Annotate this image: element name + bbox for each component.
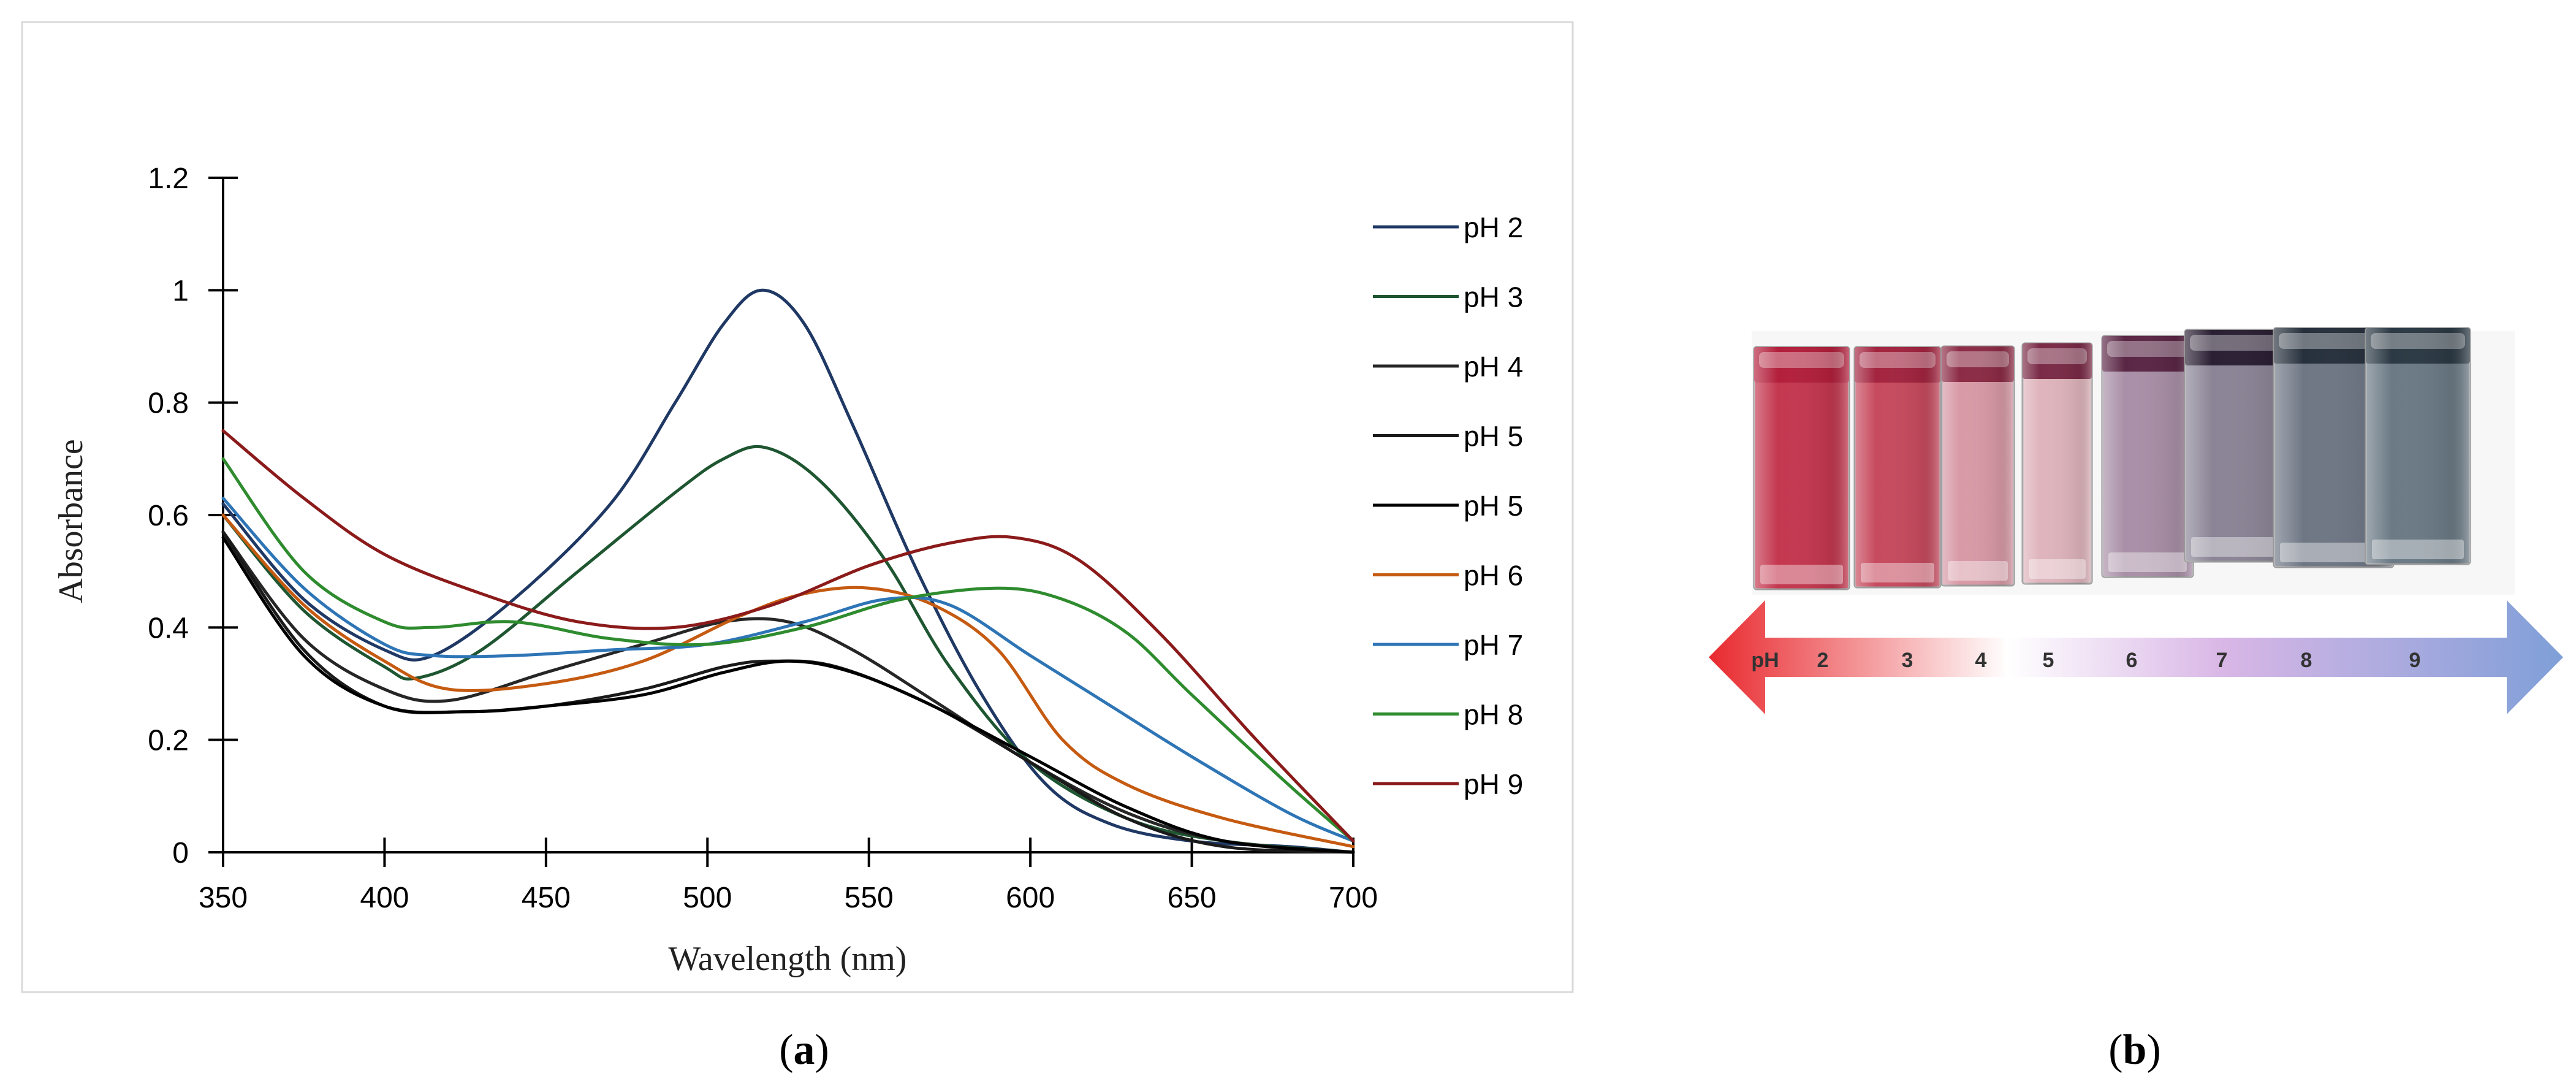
y-tick-label: 0.4 (148, 612, 189, 644)
arrow-ph-value: 7 (2216, 649, 2228, 672)
series-line (221, 445, 1355, 854)
ph-arrow-labels: pH 2 3 4 5 6 7 8 9 (1751, 649, 2420, 672)
cuvette-glass (1855, 347, 1940, 587)
panel-b-caption: (b) (2108, 1026, 2161, 1074)
arrow-ph-value: 2 (1817, 649, 1829, 672)
cuvette-base (1760, 565, 1843, 584)
arrow-ph-value: 8 (2301, 649, 2312, 672)
x-tick-label: 550 (845, 882, 894, 914)
x-tick-label: 450 (522, 882, 571, 914)
chart-legend: pH 2 pH 3 pH 4 pH 5 pH 5 pH 6 pH 7 pH 8 pH 9 (1373, 212, 1523, 800)
cuvette (2184, 329, 2295, 563)
chart-series (221, 288, 1355, 854)
legend-entry: pH 3 (1464, 281, 1523, 313)
x-tick-label: 600 (1006, 882, 1055, 914)
chart-axes: 0 0.2 0.4 0.6 0.8 1 1.2 350 400 450 500 550 600 650 70… (148, 162, 1378, 914)
chart-frame (21, 21, 1574, 993)
legend-entry: pH 2 (1464, 212, 1523, 243)
panel-a-caption: (a) (779, 1026, 829, 1074)
arrow-ph-value: 5 (2043, 649, 2054, 672)
x-tick-label: 500 (683, 882, 732, 914)
x-tick-label: 400 (360, 882, 409, 914)
legend-entry: pH 9 (1464, 768, 1523, 800)
x-tick-label: 700 (1329, 882, 1378, 914)
cuvette-base (2372, 540, 2464, 559)
x-axis-label: Wavelength (nm) (669, 940, 907, 978)
cuvette (2273, 327, 2395, 568)
cuvette-base (1948, 561, 2008, 581)
x-tick-label: 650 (1168, 882, 1217, 914)
panel-a: 0 0.2 0.4 0.6 0.8 1 1.2 350 400 450 500 550 600 650 70… (21, 21, 1574, 1074)
y-axis-label: Absorbance (52, 439, 90, 603)
cuvette-glass (2023, 343, 2092, 584)
panel-b: pH 2 3 4 5 6 7 8 9 (b) (1709, 327, 2563, 1074)
cuvette-row (1753, 327, 2471, 590)
legend-entry: pH 4 (1464, 351, 1523, 383)
series-line (221, 536, 1355, 854)
cuvette-base (2191, 537, 2288, 557)
y-tick-label: 0.8 (148, 388, 189, 420)
cuvette-glass (1942, 346, 2014, 586)
legend-entry: pH 6 (1464, 560, 1523, 592)
ph-arrow (1709, 600, 2563, 714)
series-line (221, 497, 1355, 843)
arrow-ph-value: 4 (1975, 649, 1987, 672)
cuvette-base (2280, 543, 2387, 562)
y-tick-label: 0.2 (148, 725, 189, 757)
arrow-ph-value: 9 (2409, 649, 2421, 672)
legend-entry: pH 8 (1464, 699, 1523, 731)
cuvette-glass (2185, 330, 2294, 562)
arrow-ph-value: 6 (2126, 649, 2138, 672)
cuvette (2021, 342, 2093, 585)
x-tick-label: 350 (199, 882, 248, 914)
cuvette-glass (2274, 328, 2393, 567)
cuvette-glass (2366, 328, 2470, 564)
y-tick-label: 1.2 (148, 162, 189, 195)
legend-entry: pH 5 (1464, 421, 1523, 452)
y-tick-label: 0 (172, 837, 189, 869)
cuvette-glass (2102, 336, 2193, 577)
series-line (221, 429, 1355, 843)
cuvette (2101, 335, 2194, 578)
y-tick-label: 0.6 (148, 500, 189, 532)
cuvette (2365, 327, 2471, 565)
cuvette (1753, 346, 1850, 590)
legend-entry: pH 5 (1464, 490, 1523, 522)
arrow-ph-label: pH (1751, 649, 1779, 672)
ph-gradient-arrow (1709, 600, 2563, 714)
cuvette (1853, 346, 1942, 589)
cuvette-base (1861, 563, 1934, 582)
cuvette-base (2108, 552, 2187, 572)
cuvette (1940, 345, 2015, 587)
series-line (221, 530, 1355, 854)
cuvette-glass (1754, 347, 1849, 589)
arrow-ph-value: 3 (1902, 649, 1913, 672)
series-line (221, 457, 1355, 843)
y-tick-label: 1 (172, 275, 189, 307)
cuvette-base (2029, 559, 2086, 579)
legend-entry: pH 7 (1464, 629, 1523, 661)
